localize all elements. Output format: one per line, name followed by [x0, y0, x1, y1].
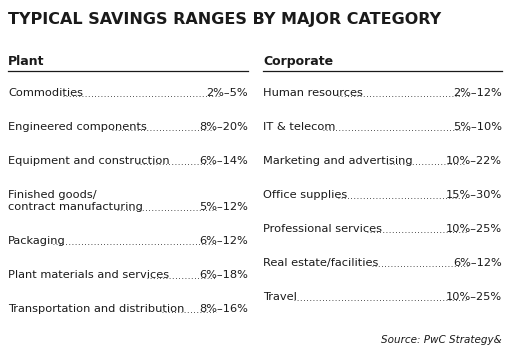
Text: Plant materials and services: Plant materials and services: [8, 270, 169, 280]
Text: Commodities: Commodities: [8, 88, 83, 98]
Text: 6%–12%: 6%–12%: [453, 258, 501, 268]
Text: 5%–10%: 5%–10%: [452, 122, 501, 132]
Text: Human resources: Human resources: [263, 88, 362, 98]
Text: IT & telecom: IT & telecom: [263, 122, 335, 132]
Text: Engineered components: Engineered components: [8, 122, 147, 132]
Text: 8%–20%: 8%–20%: [199, 122, 247, 132]
Text: 2%–12%: 2%–12%: [453, 88, 501, 98]
Text: 6%–18%: 6%–18%: [199, 270, 247, 280]
Text: 10%–22%: 10%–22%: [445, 156, 501, 166]
Text: Source: PwC Strategy&: Source: PwC Strategy&: [381, 335, 501, 345]
Text: contract manufacturing: contract manufacturing: [8, 202, 143, 212]
Text: Marketing and advertising: Marketing and advertising: [263, 156, 412, 166]
Text: 6%–12%: 6%–12%: [199, 236, 247, 246]
Text: 10%–25%: 10%–25%: [445, 292, 501, 302]
Text: Plant: Plant: [8, 55, 44, 68]
Text: Corporate: Corporate: [263, 55, 332, 68]
Text: 6%–14%: 6%–14%: [199, 156, 247, 166]
Text: 10%–25%: 10%–25%: [445, 224, 501, 234]
Text: Professional services: Professional services: [263, 224, 381, 234]
Text: Transportation and distribution: Transportation and distribution: [8, 304, 184, 314]
Text: Office supplies: Office supplies: [263, 190, 347, 200]
Text: Travel: Travel: [263, 292, 296, 302]
Text: 15%–30%: 15%–30%: [445, 190, 501, 200]
Text: Real estate/facilities: Real estate/facilities: [263, 258, 378, 268]
Text: 8%–16%: 8%–16%: [199, 304, 247, 314]
Text: 5%–12%: 5%–12%: [199, 202, 247, 212]
Text: TYPICAL SAVINGS RANGES BY MAJOR CATEGORY: TYPICAL SAVINGS RANGES BY MAJOR CATEGORY: [8, 12, 440, 27]
Text: Equipment and construction: Equipment and construction: [8, 156, 169, 166]
Text: Finished goods/: Finished goods/: [8, 190, 96, 200]
Text: Packaging: Packaging: [8, 236, 66, 246]
Text: 2%–5%: 2%–5%: [206, 88, 247, 98]
